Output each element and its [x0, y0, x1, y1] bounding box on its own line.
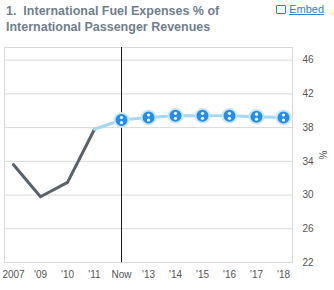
svg-text:'15: '15	[196, 269, 209, 280]
svg-text:26: 26	[303, 223, 315, 234]
svg-text:38: 38	[303, 122, 315, 133]
svg-text:2007: 2007	[2, 269, 25, 280]
svg-text:'10: '10	[61, 269, 74, 280]
svg-text:'16: '16	[223, 269, 236, 280]
svg-text:'13: '13	[142, 269, 155, 280]
svg-text:'14: '14	[169, 269, 182, 280]
svg-text:30: 30	[303, 189, 315, 200]
svg-text:42: 42	[303, 88, 315, 99]
svg-text:34: 34	[303, 156, 315, 167]
svg-text:%: %	[318, 150, 329, 159]
html-text:1. International Fuel Expenses: 1. International Fuel Expenses % of Inte…	[6, 4, 223, 34]
svg-text:'18: '18	[277, 269, 290, 280]
svg-text:'17: '17	[250, 269, 263, 280]
svg-text:'09: '09	[34, 269, 47, 280]
svg-text:'11: '11	[88, 269, 101, 280]
html-text:Embed: Embed	[289, 3, 324, 15]
svg-text:22: 22	[303, 257, 315, 268]
svg-text:Now: Now	[111, 269, 132, 280]
svg-text:46: 46	[303, 54, 315, 65]
